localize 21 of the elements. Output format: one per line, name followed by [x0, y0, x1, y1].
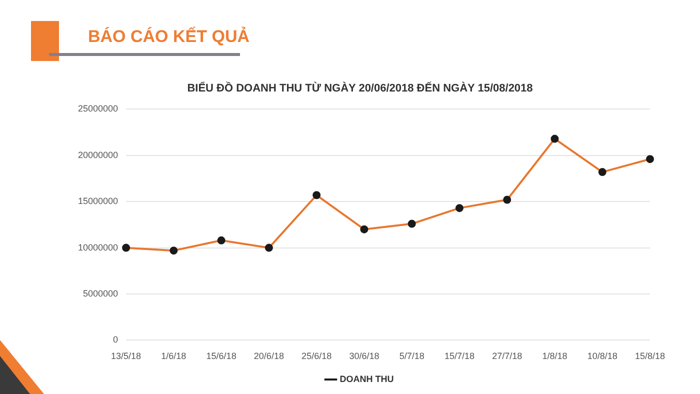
y-tick-label: 15000000: [78, 196, 118, 206]
x-tick-label: 15/6/18: [206, 351, 236, 362]
x-tick-label: 1/6/18: [161, 351, 186, 362]
y-tick-label: 25000000: [78, 104, 118, 114]
x-tick-label: 30/6/18: [349, 351, 380, 362]
x-tick-label: 27/7/18: [492, 351, 522, 362]
y-tick-label: 20000000: [78, 150, 118, 160]
chart-title: BIỂU ĐỒ DOANH THU TỪ NGÀY 20/06/2018 ĐẾN NGÀY 15/08/2018: [187, 82, 533, 95]
x-tick-label: 1/8/18: [542, 351, 568, 362]
x-tick-label: 5/7/18: [399, 351, 424, 362]
x-tick-label: 25/6/18: [302, 351, 332, 362]
text: BÁO CÁO KẾT QUẢ: [88, 27, 250, 47]
x-tick-label: 20/6/18: [254, 351, 284, 362]
x-tick-label: 15/8/18: [634, 351, 666, 362]
x-tick-label: 10/8/18: [587, 351, 618, 362]
y-tick-label: 5000000: [82, 288, 118, 298]
x-tick-label: 13/5/18: [111, 351, 142, 362]
legend-label: DOANH THU: [340, 374, 394, 384]
x-tick-label: 15/7/18: [444, 351, 474, 362]
y-tick-label: 0: [113, 334, 118, 345]
y-tick-label: 10000000: [78, 242, 118, 252]
